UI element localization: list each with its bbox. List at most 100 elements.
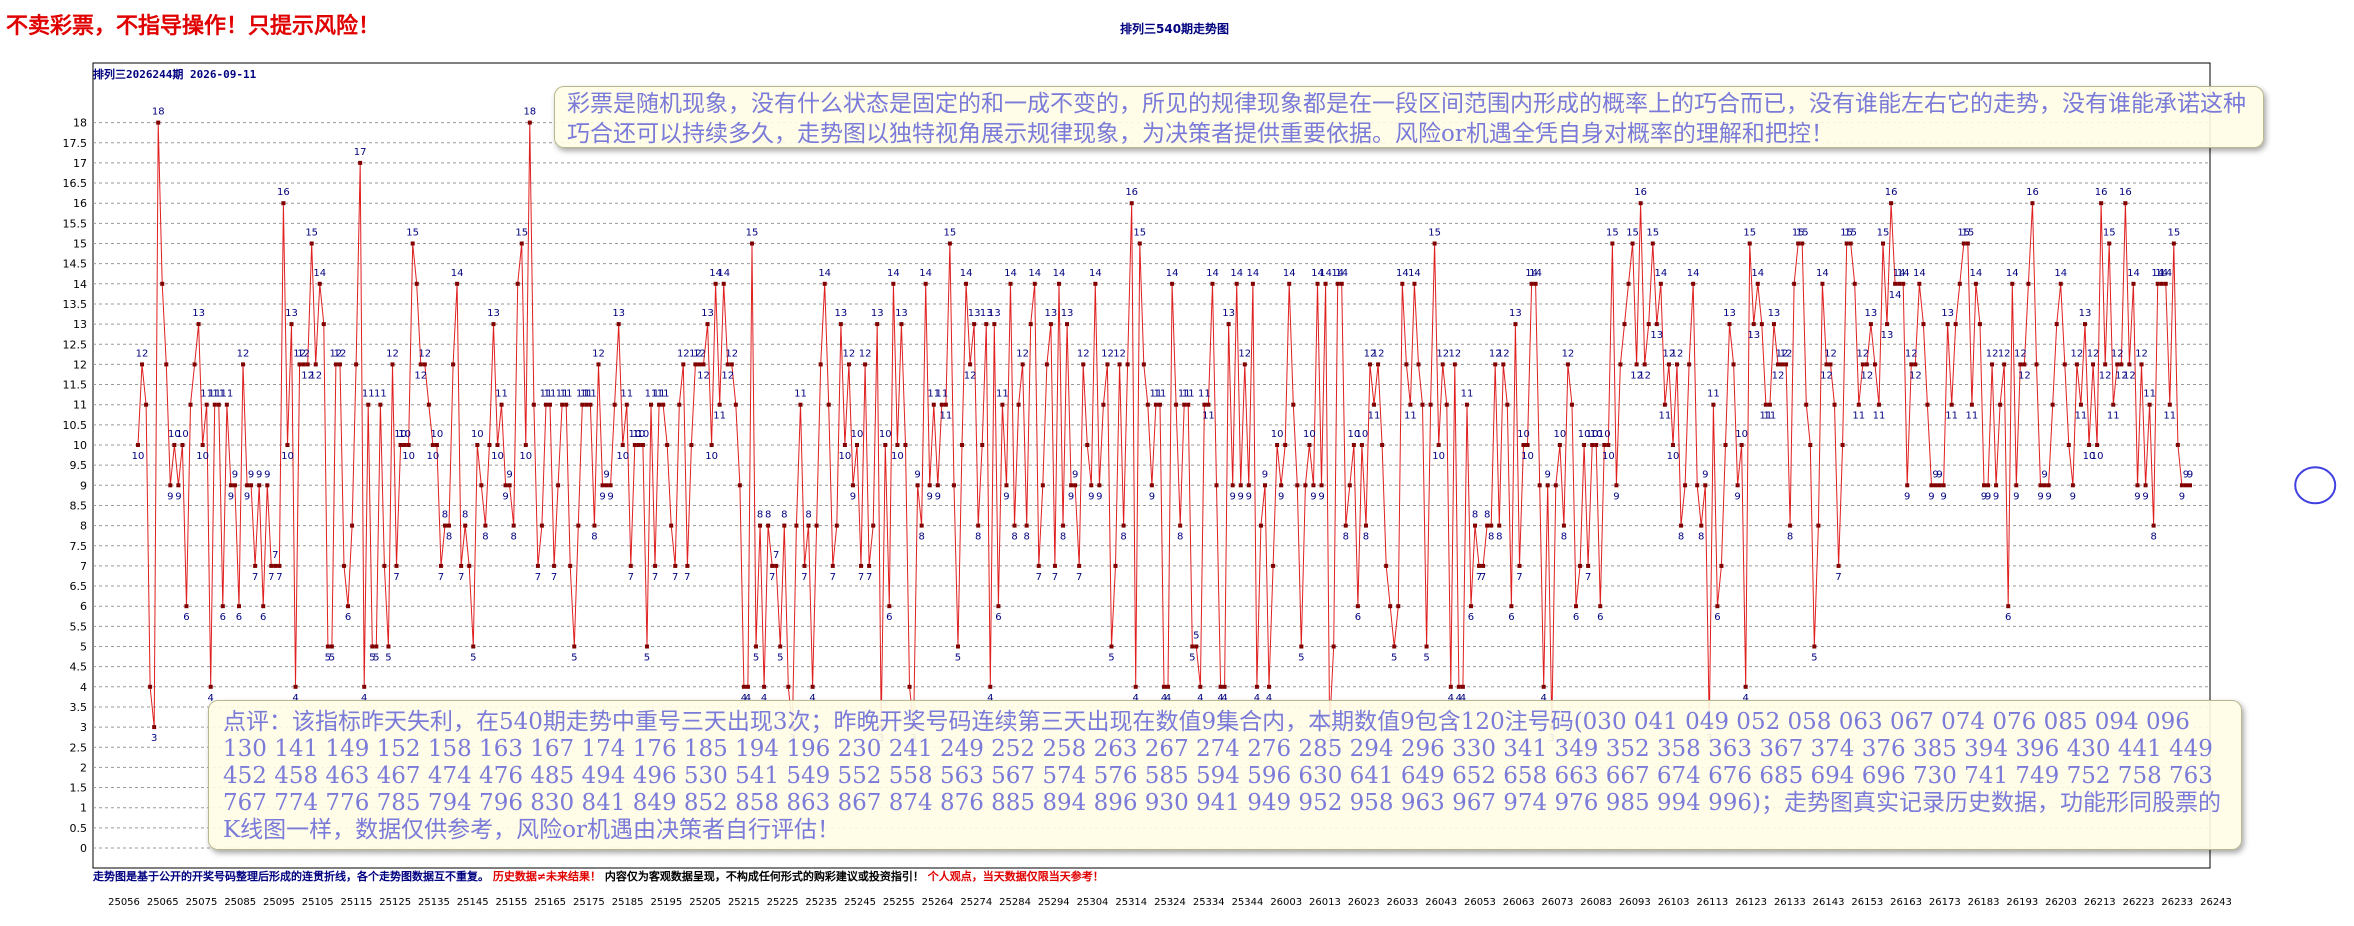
data-label: 4 xyxy=(1133,693,1139,704)
data-point xyxy=(2058,281,2063,286)
data-label: 12 xyxy=(725,348,738,359)
data-label: 7 xyxy=(1036,572,1042,583)
data-point xyxy=(2074,362,2079,367)
data-label: 11 xyxy=(576,389,589,400)
data-point xyxy=(612,402,617,407)
data-point xyxy=(2147,402,2152,407)
data-label: 8 xyxy=(975,532,981,543)
data-point xyxy=(325,644,330,649)
data-label: 9 xyxy=(1096,491,1102,502)
data-label: 13 xyxy=(871,308,884,319)
data-point xyxy=(1214,483,1219,488)
x-tick-label: 25235 xyxy=(805,897,837,908)
x-tick-label: 26103 xyxy=(1658,897,1690,908)
data-point xyxy=(1347,483,1352,488)
data-label: 12 xyxy=(1663,348,1676,359)
data-label: 14 xyxy=(1166,268,1179,279)
x-tick-label: 26203 xyxy=(2045,897,2077,908)
data-label: 10 xyxy=(1521,451,1534,462)
data-label: 13 xyxy=(612,308,625,319)
data-point xyxy=(1351,443,1356,447)
data-label: 12 xyxy=(2135,348,2148,359)
data-point xyxy=(1565,362,1570,367)
x-tick-label: 26093 xyxy=(1619,897,1651,908)
data-point xyxy=(265,483,270,488)
data-point xyxy=(1343,523,1348,528)
data-label: 4 xyxy=(292,693,298,704)
data-label: 11 xyxy=(2075,411,2088,422)
data-label: 9 xyxy=(603,469,609,480)
data-point xyxy=(487,443,492,447)
data-label: 6 xyxy=(183,612,189,623)
data-point xyxy=(1081,362,1086,367)
data-point xyxy=(293,684,298,689)
data-label: 8 xyxy=(1343,532,1349,543)
data-label: 11 xyxy=(1659,411,1672,422)
data-label: 13 xyxy=(988,308,1001,319)
data-point xyxy=(1634,362,1639,367)
data-point xyxy=(1981,483,1986,488)
data-label: 11 xyxy=(212,389,225,400)
data-point xyxy=(216,402,221,407)
data-point xyxy=(568,563,573,568)
data-label: 12 xyxy=(1776,348,1789,359)
data-point xyxy=(588,402,593,407)
data-point xyxy=(1368,362,1373,367)
data-point xyxy=(548,402,553,407)
data-label: 5 xyxy=(385,653,391,664)
data-point xyxy=(1157,402,1162,407)
data-label: 12 xyxy=(1860,370,1873,381)
data-point xyxy=(863,362,868,367)
data-label: 16 xyxy=(1885,187,1898,198)
data-point xyxy=(523,443,528,447)
disclaimer-text: 彩票是随机现象，没有什么状态是固定的和一成不变的，所见的规律现象都是在一段区间范… xyxy=(567,91,2246,147)
data-point xyxy=(333,362,338,367)
data-label: 4 xyxy=(987,693,993,704)
y-tick-label: 3.5 xyxy=(70,701,88,714)
data-label: 11 xyxy=(1852,411,1865,422)
data-point xyxy=(1331,644,1336,649)
data-label: 12 xyxy=(1780,348,1793,359)
data-label: 7 xyxy=(684,572,690,583)
data-label: 9 xyxy=(1993,491,1999,502)
data-point xyxy=(758,523,763,528)
x-tick-label: 26113 xyxy=(1696,897,1728,908)
x-axis-labels: 25056 25065 25075 25085 25095 25105 25115 25125… xyxy=(108,897,2232,908)
data-point xyxy=(1517,563,1522,568)
data-point xyxy=(249,483,254,488)
data-point xyxy=(644,644,649,649)
data-label: 9 xyxy=(248,469,254,480)
data-label: 6 xyxy=(1508,612,1514,623)
data-point xyxy=(1299,644,1304,649)
data-label: 12 xyxy=(2014,348,2027,359)
data-label: 4 xyxy=(1221,693,1227,704)
data-label: 14 xyxy=(1246,268,1259,279)
data-label: 7 xyxy=(773,550,779,561)
data-label: 11 xyxy=(1154,389,1167,400)
data-label: 11 xyxy=(2107,411,2120,422)
data-point xyxy=(1020,362,1025,367)
data-label: 13 xyxy=(834,308,847,319)
x-tick-label: 25344 xyxy=(1232,897,1264,908)
data-label: 15 xyxy=(2103,228,2116,239)
data-label: 8 xyxy=(781,510,787,521)
data-label: 10 xyxy=(633,429,646,440)
data-point xyxy=(224,402,229,407)
data-point xyxy=(1561,523,1566,528)
x-tick-label: 26043 xyxy=(1425,897,1457,908)
data-label: 7 xyxy=(1585,572,1591,583)
data-label: 15 xyxy=(1646,228,1659,239)
data-point xyxy=(1311,483,1316,488)
x-tick-label: 26183 xyxy=(1968,897,2000,908)
data-point xyxy=(1751,322,1756,327)
data-point xyxy=(1961,241,1966,246)
data-label: 8 xyxy=(1011,532,1017,543)
data-point xyxy=(1933,483,1938,488)
x-tick-label: 26143 xyxy=(1813,897,1845,908)
data-label: 6 xyxy=(1597,612,1603,623)
data-point xyxy=(1876,402,1881,407)
data-label: 8 xyxy=(591,532,597,543)
data-label: 14 xyxy=(2159,268,2172,279)
data-label: 12 xyxy=(1436,348,1449,359)
data-point xyxy=(1913,362,1918,367)
